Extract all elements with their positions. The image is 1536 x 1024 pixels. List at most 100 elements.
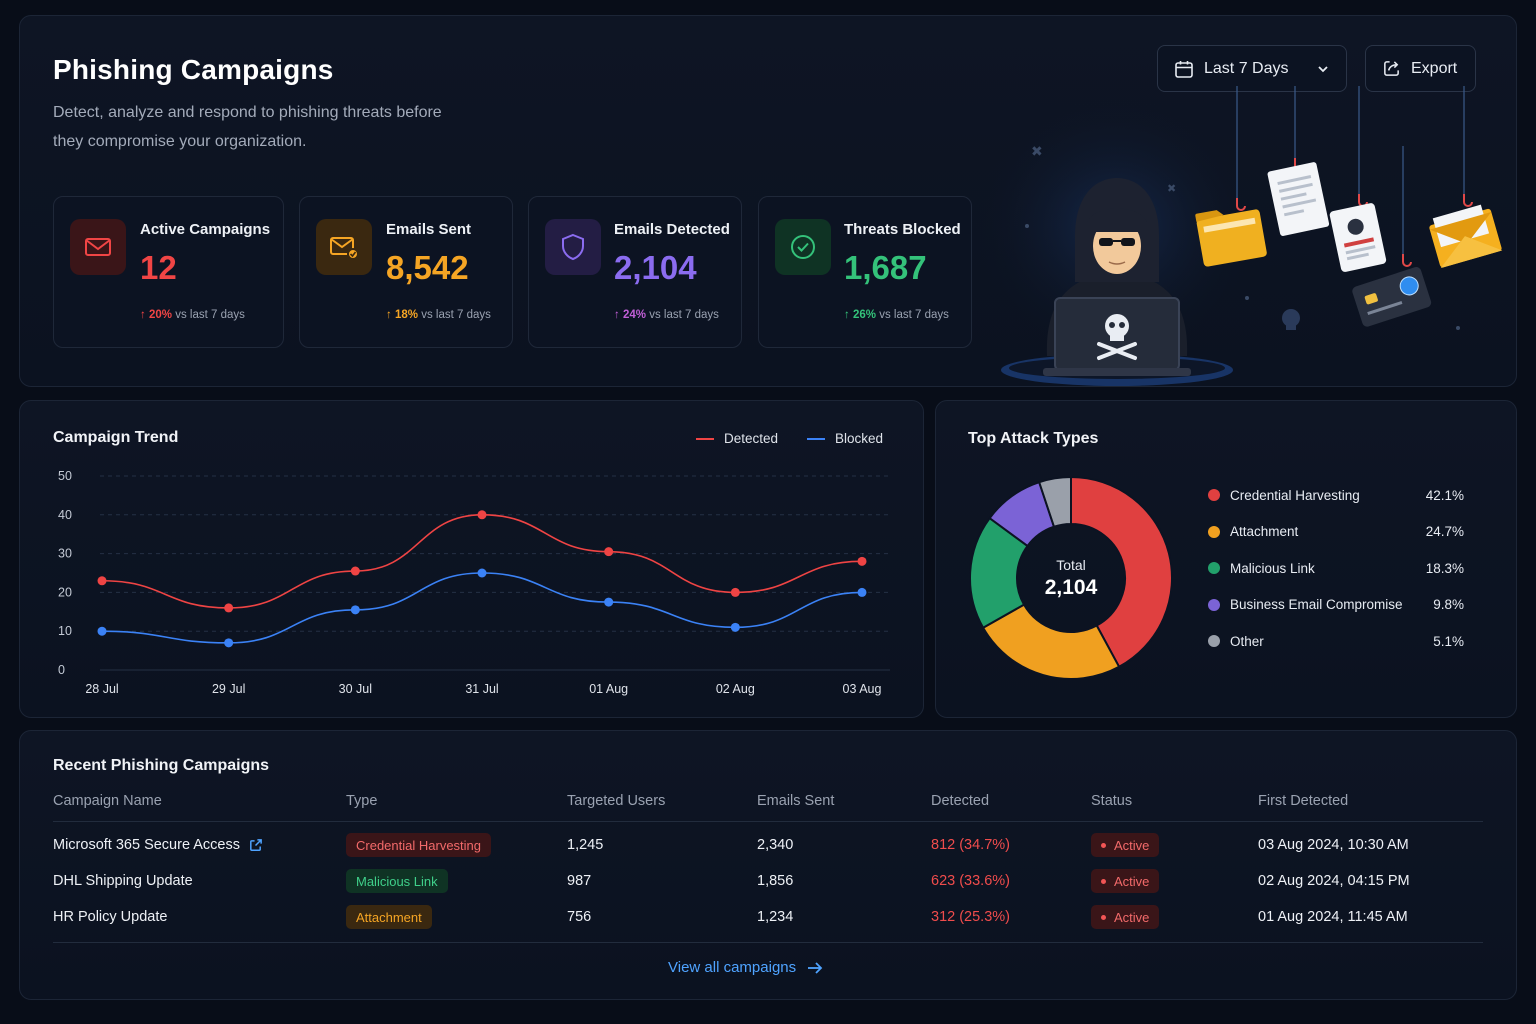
- col-header-campaign-name: Campaign Name: [53, 793, 162, 809]
- legend-blocked[interactable]: Blocked: [807, 431, 883, 446]
- targeted-users-cell: 987: [567, 873, 592, 889]
- status-label: Active: [1114, 837, 1150, 853]
- svg-text:✖: ✖: [1167, 182, 1176, 195]
- legend-dot-icon: [1208, 598, 1220, 611]
- type-badge: Credential Harvesting: [346, 833, 492, 857]
- donut-slice-other[interactable]: [1037, 475, 1072, 529]
- campaign-trend-chart: 0 10 20 30 40 50 28 Jul 29 Jul 30 Jul 31 Jul 01 Au…: [58, 469, 890, 696]
- status-badge: Active: [1091, 869, 1160, 893]
- data-point-blocked[interactable]: [224, 638, 234, 648]
- attack-type-pct: 5.1%: [1433, 633, 1464, 649]
- x-tick-label: 29 Jul: [212, 682, 245, 696]
- arrow-up-icon: ↑: [140, 309, 146, 321]
- stat-card-emails-sent[interactable]: Emails Sent 8,542 ↑ 18% vs last 7 days: [299, 196, 513, 348]
- legend-dot-icon: [1208, 489, 1220, 501]
- view-all-campaigns-link[interactable]: View all campaigns: [668, 959, 824, 976]
- x-tick-label: 30 Jul: [339, 682, 372, 696]
- arrow-up-icon: ↑: [844, 309, 850, 321]
- header-panel: Phishing Campaigns Detect, analyze and r…: [19, 15, 1517, 387]
- view-all-label: View all campaigns: [668, 959, 797, 976]
- x-tick-label: 01 Aug: [589, 682, 628, 696]
- status-dot-icon: [1101, 914, 1106, 920]
- date-range-dropdown[interactable]: Last 7 Days: [1157, 45, 1347, 92]
- detected-cell: 623 (33.6%): [931, 873, 1010, 889]
- mail-icon: [70, 219, 126, 275]
- col-header-targeted-users: Targeted Users: [567, 793, 666, 809]
- stat-card-threats-blocked[interactable]: Threats Blocked 1,687 ↑ 26% vs last 7 da…: [758, 196, 972, 348]
- legend-label-blocked: Blocked: [835, 431, 884, 446]
- data-point-blocked[interactable]: [97, 626, 107, 636]
- donut-total-value: 2,104: [1044, 576, 1098, 599]
- emails-sent-cell: 1,856: [757, 873, 794, 889]
- data-point-blocked[interactable]: [477, 568, 487, 578]
- type-badge: Attachment: [346, 905, 432, 929]
- y-tick-label: 10: [58, 624, 72, 638]
- x-tick-label: 31 Jul: [465, 682, 498, 696]
- data-point-detected[interactable]: [350, 566, 360, 576]
- stat-change-suffix: vs last 7 days: [421, 309, 491, 321]
- page-title: Phishing Campaigns: [53, 54, 334, 85]
- attack-legend-item[interactable]: Attachment 24.7%: [1208, 522, 1464, 542]
- export-button[interactable]: Export: [1365, 45, 1476, 92]
- mail-sent-icon: [316, 219, 372, 275]
- data-point-detected[interactable]: [857, 556, 867, 566]
- export-icon: [1384, 61, 1399, 76]
- attack-types-donut-chart: [969, 475, 1173, 680]
- attack-type-pct: 24.7%: [1425, 524, 1464, 539]
- campaign-name-cell[interactable]: DHL Shipping Update: [53, 873, 193, 889]
- donut-slice-attachment[interactable]: [981, 603, 1121, 680]
- attack-type-name: Business Email Compromise: [1230, 597, 1403, 612]
- first-detected-cell: 01 Aug 2024, 11:45 AM: [1258, 909, 1408, 925]
- status-badge: Active: [1091, 833, 1160, 857]
- legend-detected[interactable]: Detected: [696, 431, 778, 446]
- data-point-detected[interactable]: [224, 603, 234, 613]
- status-label: Active: [1114, 873, 1150, 889]
- campaign-name-cell[interactable]: HR Policy Update: [53, 909, 168, 925]
- donut-slice-credential-harvesting[interactable]: [1070, 475, 1173, 669]
- first-detected-cell: 03 Aug 2024, 10:30 AM: [1258, 837, 1409, 853]
- status-dot-icon: [1101, 878, 1106, 884]
- attack-legend-item[interactable]: Malicious Link 18.3%: [1208, 558, 1464, 578]
- campaign-name: Microsoft 365 Secure Access: [53, 837, 240, 853]
- col-header-first-detected: First Detected: [1258, 793, 1349, 809]
- hacker-illustration: ✖ ✖: [975, 86, 1503, 386]
- emails-sent-cell: 1,234: [757, 909, 794, 925]
- data-point-detected[interactable]: [604, 547, 614, 557]
- data-point-detected[interactable]: [477, 510, 487, 520]
- stat-value: 8,542: [386, 249, 469, 286]
- legend-dot-icon: [1208, 635, 1220, 647]
- data-point-blocked[interactable]: [350, 605, 360, 615]
- type-badge: Malicious Link: [346, 869, 448, 893]
- stat-card-active-campaigns[interactable]: Active Campaigns 12 ↑ 20% vs last 7 days: [53, 196, 284, 348]
- stat-card-emails-detected[interactable]: Emails Detected 2,104 ↑ 24% vs last 7 da…: [528, 196, 742, 348]
- campaign-trend-card: Campaign Trend Detected Blocked 0 10 20 30 4…: [19, 400, 924, 718]
- x-tick-label: 28 Jul: [85, 682, 118, 696]
- attack-legend-item[interactable]: Credential Harvesting 42.1%: [1208, 485, 1464, 505]
- status-label: Active: [1114, 909, 1150, 925]
- external-link-icon[interactable]: [248, 838, 263, 853]
- stat-change-pct: 20%: [148, 309, 172, 321]
- top-attack-types-card: Top Attack Types Total 2,104 Credential …: [935, 400, 1517, 718]
- page-subtitle: Detect, analyze and respond to phishing …: [53, 104, 442, 150]
- col-header-status: Status: [1091, 793, 1133, 809]
- legend-label-detected: Detected: [724, 431, 779, 446]
- data-point-blocked[interactable]: [857, 587, 867, 597]
- data-point-blocked[interactable]: [730, 622, 740, 632]
- data-point-detected[interactable]: [97, 576, 107, 586]
- detected-cell: 312 (25.3%): [931, 909, 1010, 925]
- type-cell: Malicious Link: [346, 869, 448, 893]
- attack-type-name: Other: [1230, 633, 1264, 649]
- stat-change-pct: 18%: [394, 309, 418, 321]
- data-point-detected[interactable]: [730, 587, 740, 597]
- data-point-blocked[interactable]: [604, 597, 614, 607]
- col-header-detected: Detected: [931, 793, 990, 809]
- campaign-name-cell[interactable]: Microsoft 365 Secure Access: [53, 833, 263, 857]
- attack-legend-item[interactable]: Business Email Compromise 9.8%: [1208, 595, 1464, 615]
- date-range-label: Last 7 Days: [1204, 59, 1289, 77]
- stat-label: Active Campaigns: [140, 221, 271, 238]
- first-detected-cell: 02 Aug 2024, 04:15 PM: [1258, 873, 1410, 889]
- attack-type-pct: 9.8%: [1433, 597, 1464, 612]
- shield-icon: [545, 219, 601, 275]
- trend-title: Campaign Trend: [53, 429, 179, 446]
- attack-legend-item[interactable]: Other 5.1%: [1208, 631, 1464, 651]
